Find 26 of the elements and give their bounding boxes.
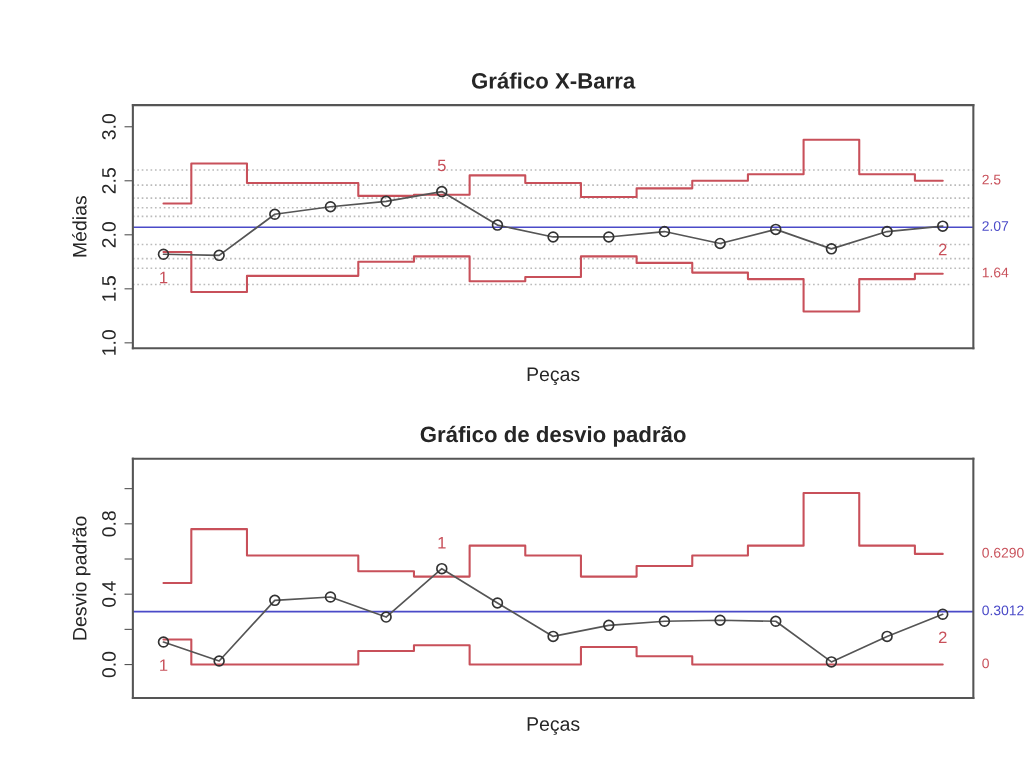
annotation: 1 (160, 659, 168, 671)
y-tick-label: 0.8 (102, 511, 116, 537)
y-tick-label: 1.0 (102, 330, 116, 355)
y-tick-label: 3.0 (102, 114, 116, 140)
annotation: 1 (160, 271, 168, 284)
y-tick-label: 1.5 (102, 276, 116, 301)
annotation: 2 (938, 631, 947, 644)
x-axis-title: Peças (527, 717, 580, 735)
y-axis-title: Médias (72, 196, 87, 257)
text: 0.6290 (982, 547, 1024, 558)
y-axis-title: Desvio padrão (72, 516, 91, 640)
text: 0 (982, 658, 989, 669)
ref-line-label: 0.3012 (982, 605, 1024, 616)
annotation: 5 (437, 159, 446, 172)
x-axis-title: Peças (527, 367, 580, 386)
y-tick-label: 0.0 (102, 651, 116, 678)
annotation: 1 (438, 537, 446, 549)
chart-title: Gráfico de desvio padrão (420, 425, 686, 447)
y-tick-label: 2.5 (102, 168, 116, 194)
y-tick-label: 0.4 (102, 581, 116, 607)
y-tick-label: 2.0 (102, 222, 116, 248)
annotation: 2 (938, 243, 947, 256)
ref-line-label: 2.07 (982, 221, 1009, 231)
text: 1.64 (982, 267, 1009, 278)
chart-title: Gráfico X-Barra (471, 72, 636, 89)
text: 2.5 (982, 174, 1001, 185)
